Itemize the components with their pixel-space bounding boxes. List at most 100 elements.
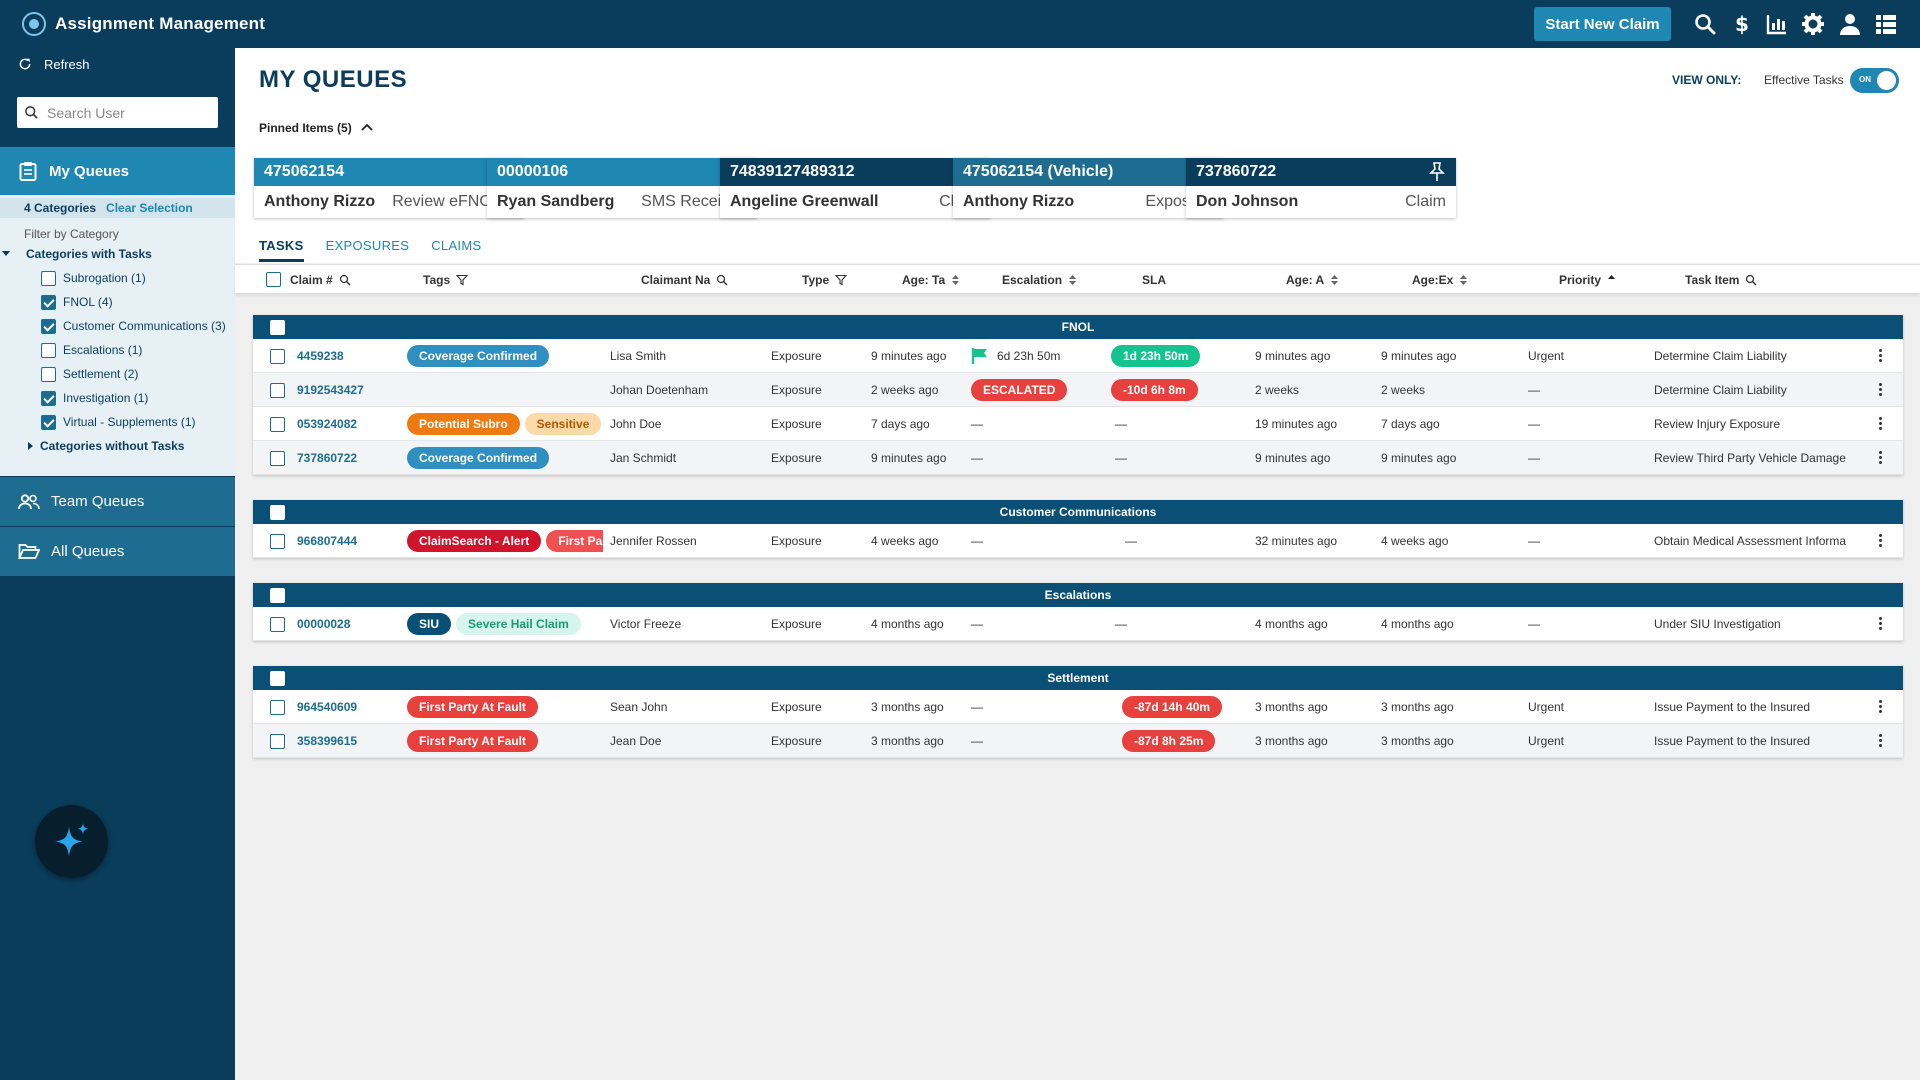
column-header[interactable]: Task Item <box>1685 273 1757 287</box>
sort-ascending-icon[interactable] <box>1607 274 1616 286</box>
column-header[interactable]: Claim # <box>290 273 351 287</box>
tab-tasks[interactable]: TASKS <box>259 238 304 262</box>
claim-number-link[interactable]: 9192543427 <box>297 383 364 397</box>
category-checkbox[interactable] <box>41 342 56 358</box>
user-icon[interactable] <box>1838 12 1862 36</box>
sort-icon[interactable] <box>951 274 960 286</box>
effective-tasks-toggle[interactable]: ON <box>1850 68 1899 93</box>
row-checkbox[interactable] <box>270 616 285 632</box>
group-checkbox[interactable] <box>270 320 285 335</box>
table-row[interactable]: 00000028 SIU Severe Hail Claim Victor Freez… <box>253 607 1903 641</box>
category-checkbox[interactable] <box>41 270 56 286</box>
column-header[interactable]: Type <box>802 273 848 287</box>
category-checkbox[interactable] <box>41 390 56 406</box>
category-item[interactable]: Customer Communications (3) <box>0 314 235 338</box>
table-row[interactable]: 4459238 Coverage Confirmed Lisa Smith Expos… <box>253 339 1903 373</box>
more-options-icon[interactable] <box>1879 700 1883 713</box>
group-checkbox[interactable] <box>270 671 285 686</box>
group-checkbox[interactable] <box>270 588 285 603</box>
column-header[interactable]: Claimant Na <box>641 273 728 287</box>
claim-number-link[interactable]: 4459238 <box>297 349 344 363</box>
table-row[interactable]: 053924082 Potential Subro Sensitive John Do… <box>253 407 1903 441</box>
category-checkbox[interactable] <box>41 414 56 430</box>
more-options-icon[interactable] <box>1879 534 1883 547</box>
nav-team-queues[interactable]: Team Queues <box>0 477 235 526</box>
pin-icon[interactable] <box>1428 162 1446 187</box>
group-checkbox[interactable] <box>270 505 285 520</box>
category-item[interactable]: Escalations (1) <box>0 338 235 362</box>
gear-icon[interactable] <box>1801 12 1825 36</box>
category-item[interactable]: Investigation (1) <box>0 386 235 410</box>
column-header[interactable]: Tags <box>423 273 469 287</box>
table-row[interactable]: 9192543427 Johan Doetenham Exposure 2 weeks… <box>253 373 1903 407</box>
select-all-checkbox[interactable] <box>266 272 281 287</box>
search-icon[interactable] <box>716 274 728 286</box>
category-checkbox[interactable] <box>41 366 56 382</box>
category-item[interactable]: FNOL (4) <box>0 290 235 314</box>
search-user-input[interactable]: Search User <box>17 97 218 128</box>
claim-number-link[interactable]: 00000028 <box>297 617 351 631</box>
row-checkbox[interactable] <box>270 348 285 364</box>
column-header[interactable]: Escalation <box>1002 273 1077 287</box>
table-row[interactable]: 358399615 First Party At Fault Jean Doe Exp… <box>253 724 1903 758</box>
nav-my-queues[interactable]: My Queues <box>0 147 235 195</box>
clear-selection-link[interactable]: Clear Selection <box>106 201 193 215</box>
more-options-icon[interactable] <box>1879 383 1883 396</box>
category-item[interactable]: Subrogation (1) <box>0 266 235 290</box>
pinned-card[interactable]: 74839127489312 Angeline GreenwallClaim <box>720 158 990 218</box>
tab-exposures[interactable]: EXPOSURES <box>325 238 410 253</box>
pinned-card[interactable]: 00000106 Ryan Sandberg SMS Received <box>487 158 757 218</box>
filter-icon[interactable] <box>456 274 469 286</box>
more-options-icon[interactable] <box>1879 734 1883 747</box>
grid-icon[interactable] <box>1874 12 1898 36</box>
category-checkbox[interactable] <box>41 294 56 310</box>
more-options-icon[interactable] <box>1879 417 1883 430</box>
claim-number-link[interactable]: 964540609 <box>297 700 358 714</box>
row-checkbox[interactable] <box>270 733 285 749</box>
sort-icon[interactable] <box>1459 274 1468 286</box>
search-icon[interactable] <box>1693 12 1717 36</box>
table-row[interactable]: 737860722 Coverage Confirmed Jan Schmidt Ex… <box>253 441 1903 475</box>
claim-number-link[interactable]: 737860722 <box>297 451 358 465</box>
refresh-button[interactable]: Refresh <box>0 48 235 80</box>
start-new-claim-button[interactable]: Start New Claim <box>1534 7 1671 41</box>
row-checkbox[interactable] <box>270 699 285 715</box>
claim-number-link[interactable]: 358399615 <box>297 734 358 748</box>
column-header[interactable]: Priority <box>1559 273 1616 287</box>
filter-icon[interactable] <box>835 274 848 286</box>
category-item[interactable]: Settlement (2) <box>0 362 235 386</box>
more-options-icon[interactable] <box>1879 451 1883 464</box>
category-item[interactable]: Virtual - Supplements (1) <box>0 410 235 434</box>
more-options-icon[interactable] <box>1879 617 1883 630</box>
categories-without-tasks-toggle[interactable]: Categories without Tasks <box>0 439 235 453</box>
column-header[interactable]: Age: Ta <box>902 273 960 287</box>
dollar-icon[interactable]: $ <box>1730 12 1754 36</box>
column-header[interactable]: Age: A <box>1286 273 1339 287</box>
row-checkbox[interactable] <box>270 416 285 432</box>
category-checkbox[interactable] <box>41 318 56 334</box>
row-checkbox[interactable] <box>270 533 285 549</box>
pinned-card[interactable]: 475062154 (Vehicle) Anthony Rizzo Exposure <box>953 158 1223 218</box>
claim-number-link[interactable]: 966807444 <box>297 534 358 548</box>
pinned-card[interactable]: 475062154 Anthony Rizzo Review eFNOL... <box>254 158 524 218</box>
search-icon[interactable] <box>1745 274 1757 286</box>
column-header[interactable]: Age:Ex <box>1412 273 1468 287</box>
pinned-card[interactable]: 737860722 Don Johnson Claim <box>1186 158 1456 218</box>
row-checkbox[interactable] <box>270 382 285 398</box>
tab-claims[interactable]: CLAIMS <box>431 238 482 253</box>
pinned-card-header: 737860722 <box>1186 158 1456 186</box>
more-options-icon[interactable] <box>1879 349 1883 362</box>
categories-with-tasks-toggle[interactable]: Categories with Tasks <box>0 247 235 261</box>
sort-icon[interactable] <box>1068 274 1077 286</box>
pinned-items-toggle[interactable]: Pinned Items (5) <box>259 121 373 135</box>
sort-icon[interactable] <box>1330 274 1339 286</box>
claim-number-link[interactable]: 053924082 <box>297 417 358 431</box>
nav-all-queues[interactable]: All Queues <box>0 527 235 576</box>
row-checkbox[interactable] <box>270 450 285 466</box>
table-row[interactable]: 964540609 First Party At Fault Sean John Ex… <box>253 690 1903 724</box>
chart-icon[interactable] <box>1765 12 1789 36</box>
search-icon[interactable] <box>339 274 351 286</box>
ai-assistant-button[interactable] <box>35 805 108 878</box>
column-header[interactable]: SLA <box>1142 273 1166 287</box>
